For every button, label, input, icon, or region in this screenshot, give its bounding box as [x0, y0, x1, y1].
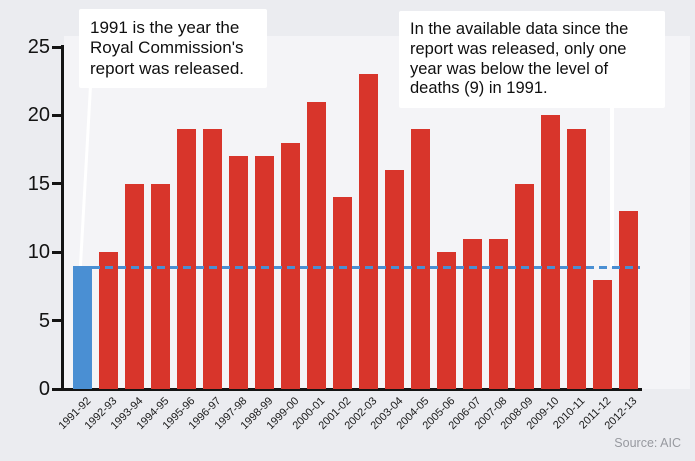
bar-1993-94	[125, 183, 144, 389]
y-tick-20	[52, 113, 62, 117]
bar-2006-07	[463, 238, 482, 389]
bar-2007-08	[489, 238, 508, 389]
bar-1995-96	[177, 129, 196, 389]
y-tick-10	[52, 250, 62, 254]
bar-1997-98	[229, 156, 248, 389]
y-tick-label-15: 15	[27, 172, 50, 195]
x-axis	[61, 388, 642, 391]
y-tick-label-5: 5	[38, 309, 50, 332]
y-tick-label-25: 25	[27, 36, 50, 58]
annotation-royal-commission: 1991 is the year the Royal Commission's …	[79, 9, 267, 89]
bar-2004-05	[411, 129, 430, 389]
bar-1994-95	[151, 183, 170, 389]
y-tick-15	[52, 182, 62, 186]
y-axis	[61, 45, 64, 391]
bar-2012-13	[619, 211, 638, 389]
y-tick-label-0: 0	[38, 378, 50, 400]
annotation-below-level: In the available data since the report w…	[399, 11, 665, 109]
bar-2001-02	[333, 197, 352, 389]
bar-2005-06	[437, 252, 456, 389]
bar-1996-97	[203, 129, 222, 389]
reference-line-1991-level	[92, 265, 640, 269]
y-tick-label-10: 10	[27, 241, 50, 264]
bar-2000-01	[307, 101, 326, 389]
bar-1998-99	[255, 156, 274, 389]
bar-2008-09	[515, 183, 534, 389]
bar-2002-03	[359, 74, 378, 389]
bar-2009-10	[541, 115, 560, 389]
bar-2003-04	[385, 170, 404, 389]
bar-2010-11	[567, 129, 586, 389]
bar-1991-92	[73, 265, 92, 389]
source-label: Source: AIC	[614, 436, 681, 450]
bar-1992-93	[99, 252, 118, 389]
bar-1999-00	[281, 142, 300, 389]
y-tick-25	[52, 45, 62, 49]
callout-leader-line-right	[610, 108, 614, 267]
y-tick-0	[52, 387, 62, 391]
y-tick-label-20: 20	[27, 104, 50, 127]
y-tick-5	[52, 319, 62, 323]
bar-2011-12	[593, 279, 612, 389]
